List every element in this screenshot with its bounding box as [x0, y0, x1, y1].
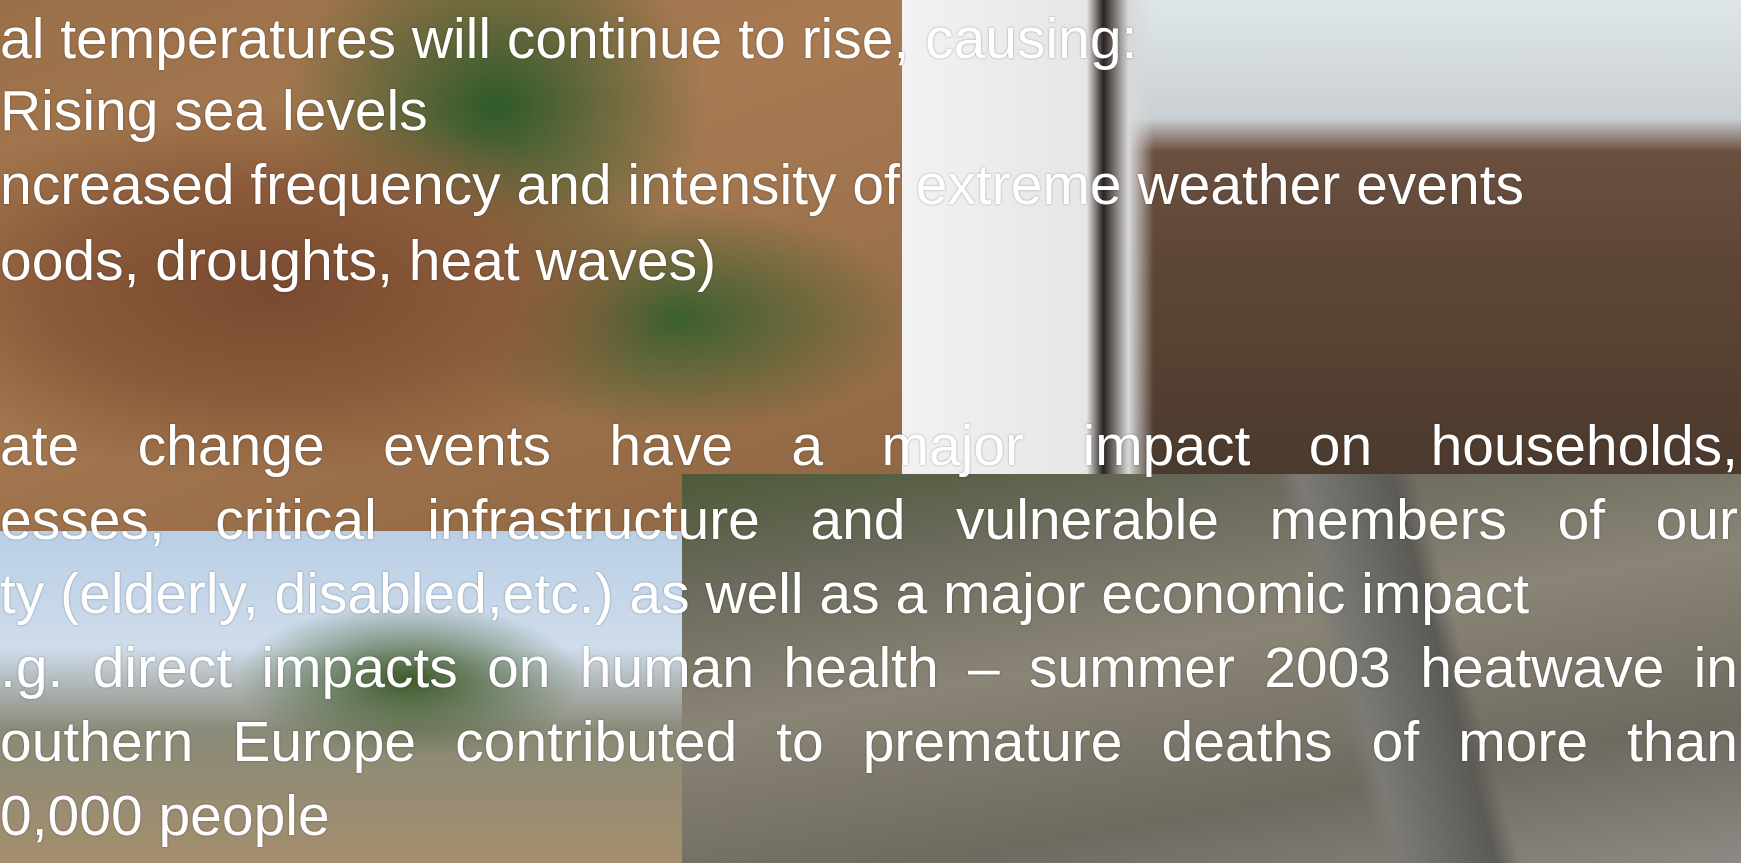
text-line: Rising sea levels: [0, 78, 428, 144]
text-line: ncreased frequency and intensity of extr…: [0, 152, 1524, 218]
slide: al temperatures will continue to rise, c…: [0, 0, 1741, 863]
text-line: ate change events have a major impact on…: [0, 413, 1738, 479]
text-line: oods, droughts, heat waves): [0, 228, 716, 294]
text-line: ty (elderly, disabled,etc.) as well as a…: [0, 561, 1529, 627]
text-line: .g. direct impacts on human health – sum…: [0, 635, 1738, 701]
text-line: esses, critical infrastructure and vulne…: [0, 487, 1738, 553]
text-line: 0,000 people: [0, 783, 330, 849]
text-line: outhern Europe contributed to premature …: [0, 709, 1738, 775]
text-line: al temperatures will continue to rise, c…: [0, 6, 1137, 72]
